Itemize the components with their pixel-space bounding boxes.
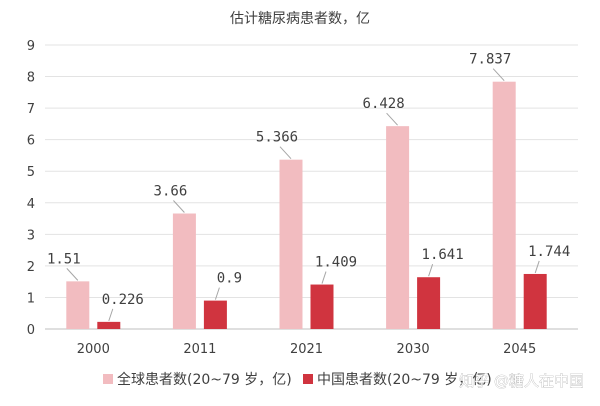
data-label-global: 1.51 xyxy=(47,251,81,267)
data-label-china: 0.9 xyxy=(217,271,242,287)
data-label-leader xyxy=(173,200,185,213)
data-label-china: 1.641 xyxy=(422,247,464,263)
data-label-china: 0.226 xyxy=(102,292,144,308)
bar-global xyxy=(279,159,303,329)
y-tick-label: 2 xyxy=(27,260,35,275)
y-tick-label: 6 xyxy=(27,134,35,149)
x-tick-label: 2000 xyxy=(77,342,110,357)
y-tick-label: 4 xyxy=(27,197,35,212)
y-axis: 0 1 2 3 4 5 6 7 8 9 xyxy=(27,39,35,338)
data-label-leader xyxy=(66,268,79,281)
bar-global xyxy=(66,281,90,329)
bar-global xyxy=(492,81,516,329)
data-label-global: 6.428 xyxy=(363,96,405,112)
y-tick-label: 0 xyxy=(27,323,35,338)
y-tick-label: 7 xyxy=(27,102,35,117)
data-label-leader xyxy=(534,260,540,274)
y-tick-label: 9 xyxy=(27,39,35,54)
data-label-leader xyxy=(108,308,114,322)
legend-label-china: 中国患者数(20~79 岁，亿) xyxy=(317,372,492,388)
bar-china xyxy=(97,321,121,329)
legend-swatch-china xyxy=(303,374,313,384)
data-label-leader xyxy=(214,287,220,300)
data-label-leader xyxy=(321,271,327,284)
x-tick-label: 2011 xyxy=(183,342,216,357)
data-label-leader xyxy=(279,146,292,160)
bar-china xyxy=(310,284,334,329)
legend: 全球患者数(20~79 岁，亿) 中国患者数(20~79 岁，亿) xyxy=(103,371,492,388)
watermark-text: 知乎 @糖人在中国 xyxy=(459,372,584,390)
bar-global xyxy=(172,213,196,329)
x-axis: 2000 2011 2021 2030 2045 xyxy=(77,342,536,357)
x-tick-label: 2045 xyxy=(503,342,536,357)
chart-title: 估计糖尿病患者数，亿 xyxy=(230,11,370,27)
bar-china xyxy=(417,277,441,329)
bars: 1.51 0.226 3.66 0.9 5.366 1.409 6.428 1.641 7.83… xyxy=(47,52,570,329)
legend-swatch-global xyxy=(103,374,113,384)
y-tick-label: 5 xyxy=(27,165,35,180)
y-tick-label: 1 xyxy=(27,291,35,306)
bar-china xyxy=(203,300,227,329)
bar-china xyxy=(523,273,547,329)
data-label-china: 1.409 xyxy=(315,255,357,271)
legend-label-global: 全球患者数(20~79 岁，亿) xyxy=(117,371,292,388)
data-label-china: 1.744 xyxy=(528,244,570,260)
bar-global xyxy=(386,126,410,329)
x-tick-label: 2030 xyxy=(397,342,430,357)
data-label-leader xyxy=(428,264,434,277)
data-label-leader xyxy=(492,68,505,82)
data-label-leader xyxy=(386,112,398,126)
x-tick-label: 2021 xyxy=(290,342,323,357)
gridlines xyxy=(45,44,578,330)
y-tick-label: 3 xyxy=(27,228,35,243)
data-label-global: 3.66 xyxy=(154,184,188,200)
y-tick-label: 8 xyxy=(27,71,35,86)
data-label-global: 7.837 xyxy=(469,52,511,68)
data-label-global: 5.366 xyxy=(256,130,298,146)
